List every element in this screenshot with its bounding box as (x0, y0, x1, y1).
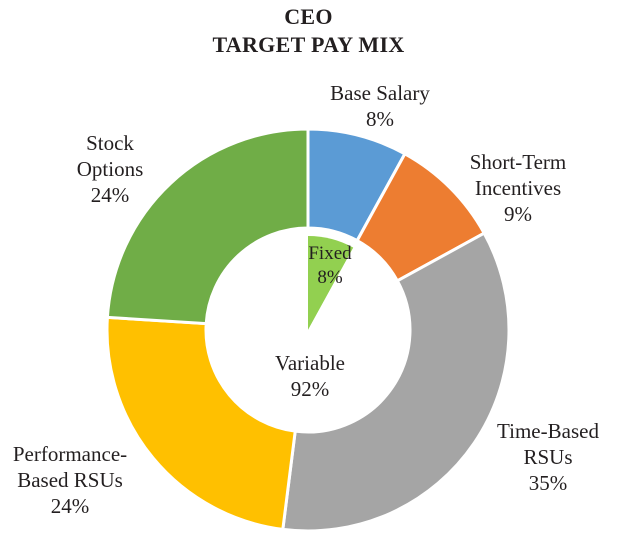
inner-slice-fixed (308, 236, 354, 330)
label-variable-value: 92% (290, 377, 330, 401)
chart-title: CEO (284, 4, 333, 29)
label-stock-options-value: 24% (90, 183, 130, 207)
label-base-salary-name: Base Salary (330, 81, 430, 105)
label-performance-based-rsus-value: 24% (50, 494, 90, 518)
label-fixed: Fixed 8% (290, 242, 370, 290)
slice-performance-based-rsus (105, 315, 297, 532)
label-base-salary-value: 8% (366, 107, 394, 131)
inner-ring (214, 236, 402, 425)
label-stock-options-name-1: Stock (86, 131, 134, 155)
label-time-based-rsus-value: 35% (528, 471, 568, 495)
label-time-based-rsus-name-1: Time-Based (497, 419, 599, 443)
label-stock-options: Stock Options 24% (55, 130, 165, 208)
label-short-term-incentives-name-2: Incentives (474, 176, 562, 200)
label-stock-options-name-2: Options (76, 157, 144, 181)
inner-slice-variable (214, 236, 402, 425)
label-fixed-name: Fixed (308, 243, 352, 264)
label-base-salary: Base Salary 8% (300, 80, 460, 132)
slice-stock-options (105, 127, 310, 326)
label-variable-name: Variable (275, 351, 345, 375)
slice-time-based-rsus (281, 231, 511, 533)
label-short-term-incentives-value: 9% (504, 202, 532, 226)
label-fixed-value: 8% (317, 267, 343, 288)
label-performance-based-rsus-name-2: Based RSUs (17, 468, 123, 492)
label-performance-based-rsus-name-1: Performance- (12, 442, 128, 466)
label-performance-based-rsus: Performance- Based RSUs 24% (0, 441, 140, 519)
label-short-term-incentives-name-1: Short-Term (469, 150, 567, 174)
label-short-term-incentives: Short-Term Incentives 9% (448, 149, 588, 227)
label-variable: Variable 92% (250, 350, 370, 402)
label-time-based-rsus-name-2: RSUs (523, 445, 573, 469)
label-time-based-rsus: Time-Based RSUs 35% (484, 418, 612, 496)
outer-ring (105, 127, 511, 533)
chart-subtitle: TARGET PAY MIX (212, 32, 405, 57)
